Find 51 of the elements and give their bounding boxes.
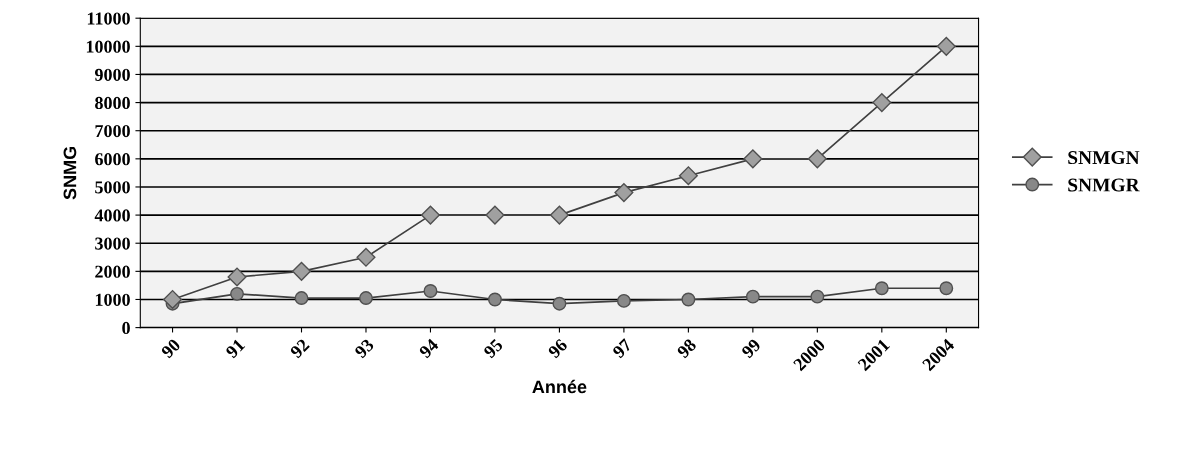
point <box>552 296 567 311</box>
point <box>230 286 244 301</box>
y-tick-label: 5000 <box>95 181 130 194</box>
y-tick-label: 7000 <box>95 124 130 138</box>
x-tick-label: 92 <box>289 338 310 359</box>
x-tick-label: 95 <box>482 338 504 359</box>
x-tick-label: 99 <box>740 338 762 359</box>
x-tick-label: 91 <box>225 338 246 359</box>
point <box>356 247 376 267</box>
x-tick-label: 97 <box>611 338 633 359</box>
point <box>291 261 312 281</box>
point <box>163 289 183 310</box>
y-tick-label: 11000 <box>87 12 130 25</box>
legend-label: SNMGN <box>1068 151 1140 165</box>
x-axis-title: Année <box>532 379 587 394</box>
y-tick-label: 6000 <box>95 153 130 166</box>
y-tick-label: 3000 <box>95 237 130 250</box>
point <box>616 293 631 308</box>
point <box>807 149 827 169</box>
point <box>681 292 696 307</box>
point <box>939 281 954 296</box>
point <box>227 267 247 287</box>
point <box>420 205 440 225</box>
point <box>485 205 505 225</box>
y-axis-title: SNMG <box>63 146 77 200</box>
y-tick-label: 10000 <box>86 40 130 53</box>
y-tick-label: 0 <box>122 321 130 335</box>
point <box>359 291 373 306</box>
y-tick-label: 9000 <box>94 68 130 81</box>
y-tick-label: 4000 <box>94 209 130 222</box>
point <box>549 205 569 225</box>
point <box>423 284 438 298</box>
x-tick-label: 93 <box>353 338 375 359</box>
point <box>743 149 763 169</box>
point <box>678 166 698 186</box>
x-tick-label: 96 <box>547 338 569 359</box>
point <box>936 36 956 56</box>
point <box>614 183 634 203</box>
y-tick-label: 8000 <box>95 96 130 110</box>
point <box>872 93 892 113</box>
point <box>294 291 309 306</box>
legend-label: SNMGR <box>1068 178 1140 192</box>
y-tick-label: 2000 <box>95 265 130 278</box>
x-tick-label: 98 <box>676 338 697 359</box>
x-tick-label: 90 <box>160 338 182 359</box>
y-tick-label: 1000 <box>95 293 130 306</box>
point <box>874 281 889 296</box>
x-tick-label: 94 <box>418 337 440 359</box>
point <box>487 292 502 307</box>
point <box>745 289 760 304</box>
point <box>810 289 825 304</box>
